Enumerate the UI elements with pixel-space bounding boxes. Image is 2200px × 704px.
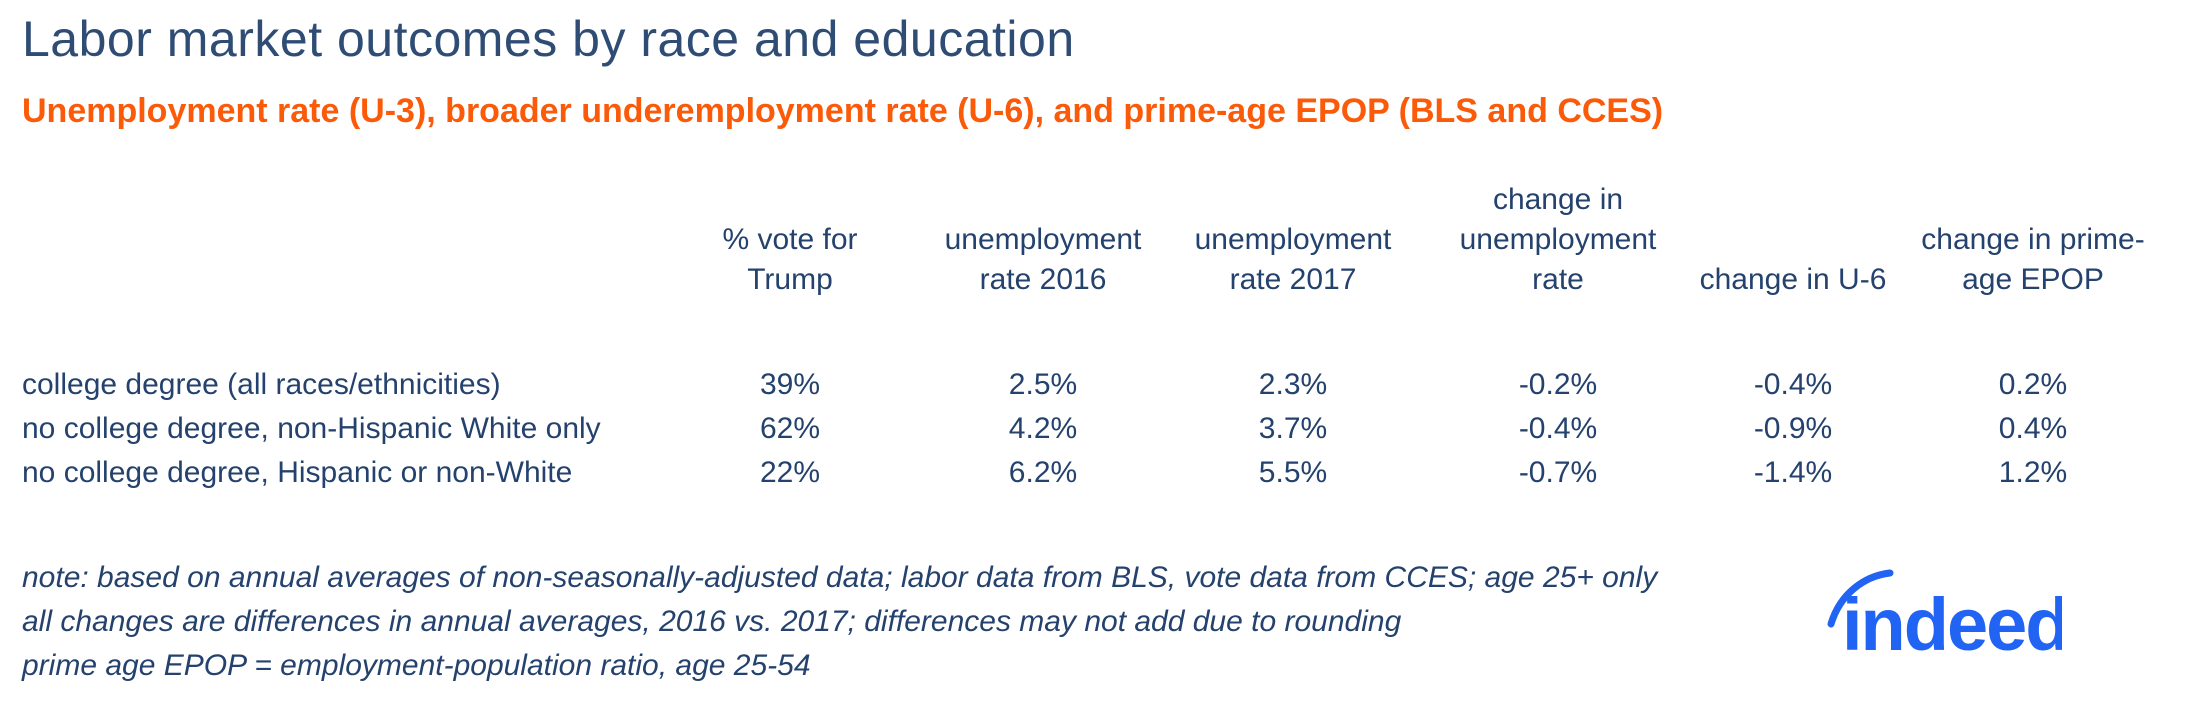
column-header-change-u6: change in U-6: [1699, 263, 1887, 296]
cell-vote-trump: 62%: [759, 412, 821, 445]
cell-unemployment-2017: 2.3%: [1258, 368, 1328, 401]
cell-change-epop: 1.2%: [1998, 456, 2068, 489]
cell-vote-trump: 22%: [759, 456, 821, 489]
page-subtitle: Unemployment rate (U-3), broader underem…: [22, 92, 1664, 130]
column-header-unemployment-2016: unemployment rate 2016: [944, 223, 1142, 296]
note-line-1: note: based on annual averages of non-se…: [22, 561, 1658, 594]
row-label: no college degree, Hispanic or non-White: [22, 456, 573, 489]
table-row-college-degree: college degree (all races/ethnicities) 3…: [22, 300, 2178, 407]
cell-change-unemployment: -0.4%: [1518, 412, 1598, 445]
cell-unemployment-2017: 5.5%: [1258, 456, 1328, 489]
page-title: Labor market outcomes by race and educat…: [22, 11, 1075, 67]
cell-unemployment-2016: 4.2%: [1008, 412, 1078, 445]
footnotes: note: based on annual averages of non-se…: [22, 556, 2178, 688]
table-row-no-college-white: no college degree, non-Hispanic White on…: [22, 407, 2178, 451]
cell-unemployment-2017: 3.7%: [1258, 412, 1328, 445]
header-row: % vote for Trump unemployment rate 2016 …: [22, 180, 2178, 300]
cell-change-epop: 0.2%: [1998, 368, 2068, 401]
column-header-spacer: [22, 180, 662, 300]
cell-unemployment-2016: 2.5%: [1008, 368, 1078, 401]
note-line-3: prime age EPOP = employment-population r…: [22, 649, 811, 682]
cell-change-unemployment: -0.7%: [1518, 456, 1598, 489]
cell-change-u6: -1.4%: [1753, 456, 1833, 489]
column-header-unemployment-2017: unemployment rate 2017: [1194, 223, 1392, 296]
logo-swoosh-icon: [1827, 569, 1894, 628]
column-header-vote-trump: % vote for Trump: [722, 223, 858, 296]
table-header: % vote for Trump unemployment rate 2016 …: [22, 180, 2178, 300]
row-label: college degree (all races/ethnicities): [22, 368, 501, 401]
table-body: college degree (all races/ethnicities) 3…: [22, 300, 2178, 495]
logo-text: indeed: [1842, 583, 2062, 660]
cell-change-u6: -0.4%: [1753, 368, 1833, 401]
cell-vote-trump: 39%: [759, 368, 821, 401]
cell-unemployment-2016: 6.2%: [1008, 456, 1078, 489]
cell-change-epop: 0.4%: [1998, 412, 2068, 445]
labor-outcomes-table: % vote for Trump unemployment rate 2016 …: [22, 180, 2178, 495]
note-line-2: all changes are differences in annual av…: [22, 605, 1402, 638]
column-header-change-epop: change in prime- age EPOP: [1921, 223, 2145, 296]
cell-change-u6: -0.9%: [1753, 412, 1833, 445]
cell-change-unemployment: -0.2%: [1518, 368, 1598, 401]
indeed-logo: indeed: [1826, 568, 2070, 666]
column-header-change-unemployment: change in unemployment rate: [1459, 183, 1657, 296]
row-label: no college degree, non-Hispanic White on…: [22, 412, 601, 445]
table-row-no-college-nonwhite: no college degree, Hispanic or non-White…: [22, 451, 2178, 495]
